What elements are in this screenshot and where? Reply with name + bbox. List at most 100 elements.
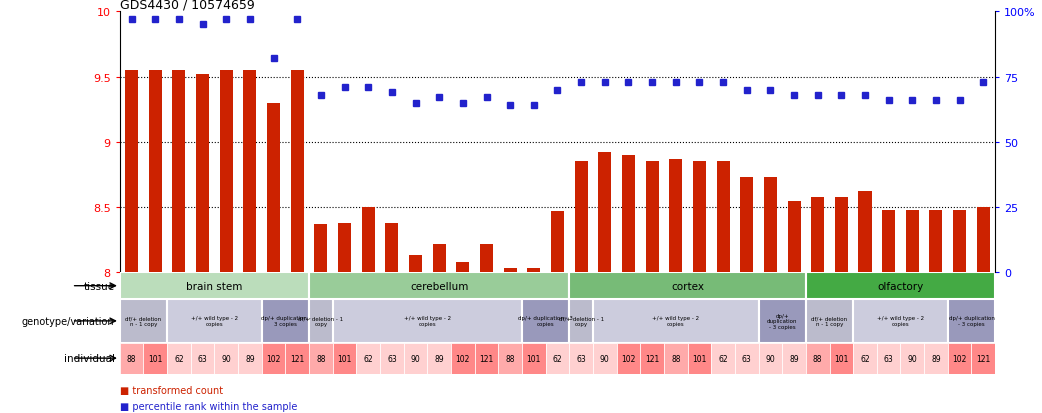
Bar: [883, 210, 895, 273]
Bar: [948, 343, 971, 374]
Text: 88: 88: [127, 354, 137, 363]
Bar: [569, 299, 593, 343]
Bar: [646, 162, 659, 273]
Bar: [427, 343, 451, 374]
Bar: [829, 343, 853, 374]
Bar: [167, 343, 191, 374]
Bar: [805, 299, 853, 343]
Text: 88: 88: [671, 354, 680, 363]
Text: 90: 90: [221, 354, 231, 363]
Bar: [527, 269, 541, 273]
Text: GDS4430 / 10574659: GDS4430 / 10574659: [120, 0, 254, 11]
Bar: [598, 153, 612, 273]
Bar: [783, 343, 805, 374]
Bar: [924, 343, 948, 374]
Text: 88: 88: [813, 354, 822, 363]
Bar: [669, 159, 683, 273]
Bar: [546, 343, 569, 374]
Bar: [362, 207, 375, 273]
Text: 62: 62: [174, 354, 183, 363]
Bar: [410, 256, 422, 273]
Bar: [120, 273, 309, 299]
Text: 90: 90: [908, 354, 917, 363]
Text: 121: 121: [290, 354, 304, 363]
Text: 63: 63: [387, 354, 397, 363]
Bar: [338, 223, 351, 273]
Bar: [569, 343, 593, 374]
Text: +/+ wild type - 2
copies: +/+ wild type - 2 copies: [404, 316, 451, 327]
Text: cerebellum: cerebellum: [410, 281, 468, 291]
Bar: [617, 343, 640, 374]
Bar: [717, 162, 729, 273]
Bar: [805, 273, 995, 299]
Bar: [386, 223, 398, 273]
Bar: [805, 343, 829, 374]
Bar: [522, 299, 569, 343]
Text: 102: 102: [952, 354, 967, 363]
Text: 101: 101: [148, 354, 163, 363]
Text: cortex: cortex: [671, 281, 704, 291]
Text: 101: 101: [526, 354, 541, 363]
Text: 62: 62: [718, 354, 728, 363]
Bar: [125, 71, 139, 273]
Bar: [120, 299, 167, 343]
Text: 88: 88: [505, 354, 515, 363]
Text: dp/+ duplication
- 3 copies: dp/+ duplication - 3 copies: [948, 316, 994, 327]
Bar: [456, 262, 469, 273]
Bar: [905, 210, 919, 273]
Bar: [403, 343, 427, 374]
Bar: [522, 343, 546, 374]
Text: ■ transformed count: ■ transformed count: [120, 385, 223, 395]
Text: tissue: tissue: [83, 281, 115, 291]
Bar: [244, 71, 256, 273]
Bar: [693, 162, 705, 273]
Bar: [712, 343, 735, 374]
Text: 89: 89: [435, 354, 444, 363]
Bar: [735, 343, 759, 374]
Bar: [309, 273, 569, 299]
Bar: [332, 343, 356, 374]
Text: 90: 90: [411, 354, 420, 363]
Bar: [220, 71, 232, 273]
Text: ■ percentile rank within the sample: ■ percentile rank within the sample: [120, 401, 297, 411]
Bar: [432, 244, 446, 273]
Bar: [475, 343, 498, 374]
Bar: [900, 343, 924, 374]
Text: +/+ wild type - 2
copies: +/+ wild type - 2 copies: [877, 316, 924, 327]
Text: individual: individual: [64, 353, 115, 363]
Bar: [876, 343, 900, 374]
Bar: [120, 343, 144, 374]
Bar: [167, 299, 262, 343]
Bar: [853, 343, 876, 374]
Bar: [315, 224, 327, 273]
Text: genotype/variation: genotype/variation: [22, 316, 115, 326]
Text: 62: 62: [861, 354, 870, 363]
Bar: [267, 103, 280, 273]
Bar: [740, 178, 753, 273]
Text: 102: 102: [621, 354, 636, 363]
Text: 63: 63: [884, 354, 894, 363]
Text: 89: 89: [789, 354, 799, 363]
Text: dp/+ duplication - 3
copies: dp/+ duplication - 3 copies: [518, 316, 573, 327]
Bar: [859, 192, 871, 273]
Text: 121: 121: [479, 354, 494, 363]
Bar: [144, 343, 167, 374]
Bar: [835, 197, 848, 273]
Text: 121: 121: [645, 354, 660, 363]
Bar: [286, 343, 309, 374]
Bar: [811, 197, 824, 273]
Bar: [948, 299, 995, 343]
Bar: [191, 343, 215, 374]
Text: dp/+
duplication
- 3 copies: dp/+ duplication - 3 copies: [767, 313, 797, 330]
Text: 90: 90: [600, 354, 610, 363]
Text: 90: 90: [766, 354, 775, 363]
Text: olfactory: olfactory: [877, 281, 923, 291]
Bar: [332, 299, 522, 343]
Bar: [262, 299, 309, 343]
Bar: [759, 299, 805, 343]
Bar: [971, 343, 995, 374]
Text: 63: 63: [198, 354, 207, 363]
Bar: [622, 155, 635, 273]
Bar: [593, 299, 759, 343]
Text: 89: 89: [932, 354, 941, 363]
